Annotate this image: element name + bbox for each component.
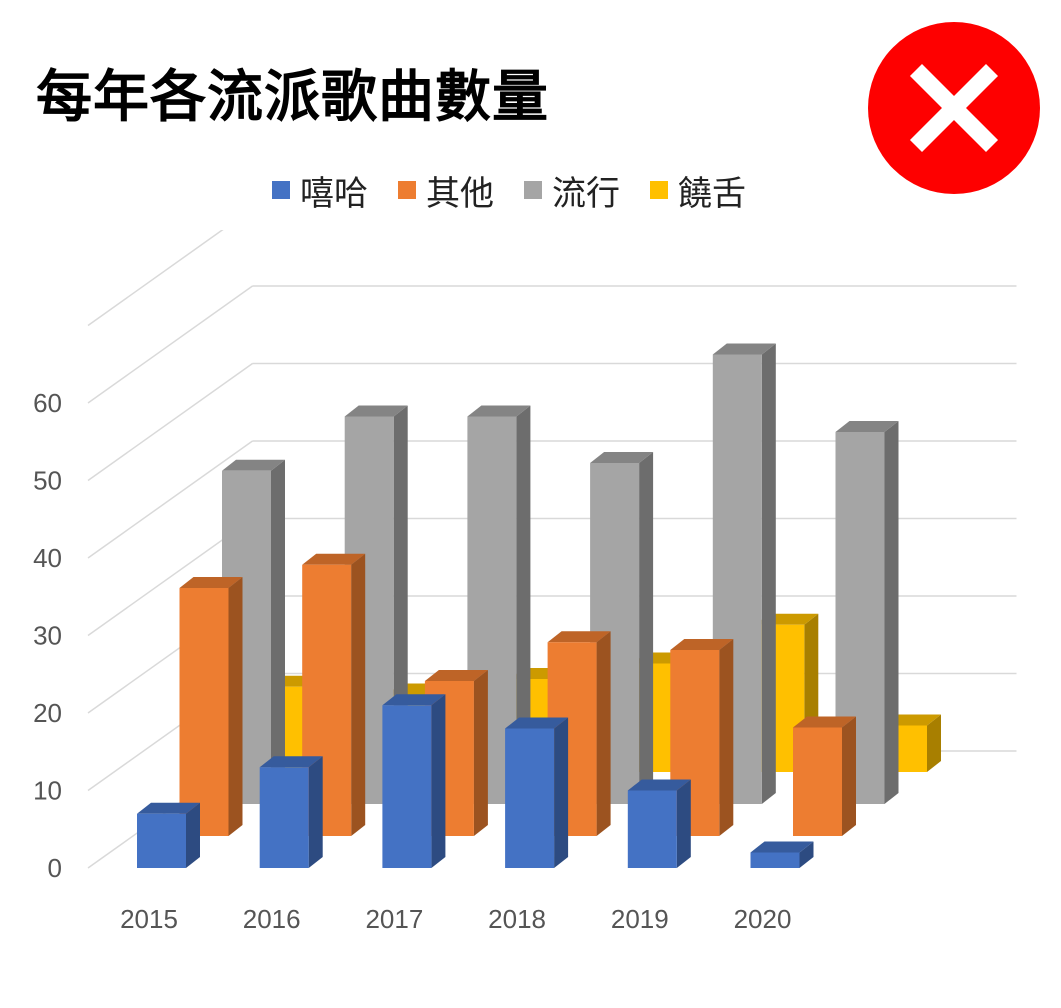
chart-legend: 嘻哈 其他 流行 饒舌 [272, 162, 776, 218]
legend-item-hiphop: 嘻哈 [272, 166, 368, 215]
bar [382, 694, 446, 868]
bar-side [351, 553, 366, 836]
legend-swatch [650, 181, 668, 199]
bar-top [424, 670, 488, 681]
legend-label: 其他 [426, 173, 494, 214]
y-tick-label: 10 [33, 776, 62, 806]
legend-swatch [272, 181, 290, 199]
bar-side [842, 716, 856, 836]
bar-top [750, 841, 814, 853]
gridline-depth [87, 285, 253, 404]
legend-item-rap: 饒舌 [650, 166, 746, 215]
bar-side [639, 452, 654, 804]
bar-top [467, 405, 531, 417]
bar-top [179, 577, 243, 588]
bar [505, 717, 569, 868]
bar-side [884, 421, 899, 804]
bar-top [382, 694, 446, 706]
bar-top [302, 553, 366, 565]
bar-front [627, 790, 677, 868]
bar-top [793, 716, 856, 728]
bar-front [179, 588, 229, 836]
bar-top [222, 459, 285, 471]
chart-title: 每年各流派歌曲數量 [36, 65, 549, 130]
bar-top [547, 631, 611, 643]
chart-plot: 0 10 20 30 40 50 60 2015 2016 2017 2018 2019 2020 [33, 230, 1017, 934]
bar-side [431, 694, 446, 868]
bar-top [344, 405, 408, 417]
bar [259, 756, 323, 868]
gridline-depth [87, 440, 253, 559]
bar [627, 779, 691, 868]
y-tick-label: 60 [33, 388, 62, 418]
bar-front [750, 852, 800, 868]
bar-side [676, 779, 691, 868]
legend-label: 流行 [552, 173, 620, 214]
bar-side [719, 639, 734, 836]
bar-top [670, 639, 734, 650]
x-tick-label: 2016 [243, 904, 301, 934]
bar [712, 343, 776, 804]
close-button[interactable] [868, 22, 1040, 194]
bar-side [596, 631, 611, 836]
bar-side [271, 459, 285, 804]
bar-top [590, 452, 654, 463]
bar-side [927, 714, 941, 772]
bar-front [793, 727, 842, 836]
close-icon [909, 63, 999, 153]
y-tick-label: 40 [33, 543, 62, 573]
legend-item-pop: 流行 [524, 166, 620, 215]
bar-front [382, 705, 432, 868]
legend-label: 饒舌 [678, 173, 746, 214]
gridline-depth [87, 230, 224, 327]
bar-side [761, 343, 776, 804]
bar-top [259, 756, 323, 768]
bar [750, 841, 814, 868]
y-tick-label: 0 [48, 853, 62, 883]
x-tick-label: 2015 [120, 904, 178, 934]
bar-front [505, 728, 555, 868]
bar-top [835, 421, 899, 432]
x-tick-label: 2019 [611, 904, 669, 934]
legend-swatch [398, 181, 416, 199]
gridline-depth [87, 362, 253, 482]
bar-side [228, 577, 243, 836]
bar-side [308, 756, 323, 868]
legend-item-other: 其他 [398, 166, 494, 215]
bar [793, 716, 856, 836]
bar-front [137, 813, 186, 868]
bar-top [505, 717, 569, 729]
x-tick-label: 2020 [734, 904, 792, 934]
bar [137, 802, 200, 868]
bar [179, 577, 243, 836]
y-tick-label: 50 [33, 466, 62, 496]
y-tick-label: 20 [33, 698, 62, 728]
bar-front [259, 767, 309, 868]
y-tick-label: 30 [33, 621, 62, 651]
x-tick-label: 2017 [365, 904, 423, 934]
legend-swatch [524, 181, 542, 199]
bar-side [516, 405, 531, 804]
bar-side [554, 717, 569, 868]
bar-top [137, 802, 200, 814]
legend-label: 嘻哈 [300, 173, 368, 214]
bar-top [712, 343, 776, 355]
bar-top [627, 779, 691, 791]
bar-side [186, 802, 200, 868]
x-tick-label: 2018 [488, 904, 546, 934]
bar-side [799, 841, 814, 868]
bar-side [473, 670, 488, 836]
